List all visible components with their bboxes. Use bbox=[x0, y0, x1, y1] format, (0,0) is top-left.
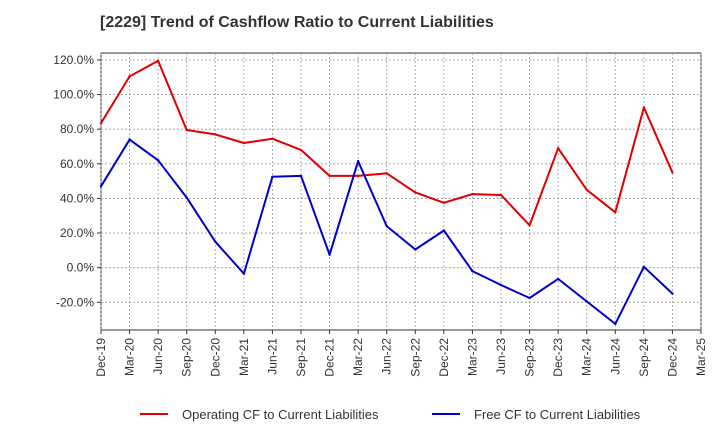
x-tick-label: Mar-23 bbox=[465, 338, 479, 376]
data-point bbox=[614, 211, 617, 214]
x-tick-label: Sep-22 bbox=[408, 338, 422, 377]
x-tick-label: Jun-24 bbox=[608, 338, 622, 375]
data-point bbox=[528, 224, 531, 227]
data-point bbox=[499, 193, 503, 197]
y-tick-label: 20.0% bbox=[60, 226, 94, 240]
data-point bbox=[242, 141, 246, 145]
x-tick-label: Sep-24 bbox=[637, 338, 651, 377]
data-point bbox=[271, 137, 274, 140]
data-point bbox=[642, 265, 646, 269]
data-point bbox=[528, 296, 531, 300]
x-tick-label: Jun-20 bbox=[151, 338, 165, 375]
y-tick-label: 40.0% bbox=[60, 191, 94, 205]
data-point bbox=[614, 322, 617, 326]
data-point bbox=[471, 269, 474, 273]
x-tick-label: Dec-22 bbox=[437, 338, 451, 377]
data-point bbox=[585, 300, 588, 303]
x-tick-label: Jun-23 bbox=[494, 338, 508, 375]
legend-label: Operating CF to Current Liabilities bbox=[182, 407, 379, 422]
legend-label: Free CF to Current Liabilities bbox=[474, 407, 641, 422]
data-point bbox=[299, 148, 303, 152]
x-tick-label: Dec-20 bbox=[208, 338, 222, 377]
data-point bbox=[671, 171, 674, 174]
y-tick-label: 0.0% bbox=[67, 261, 95, 275]
data-point bbox=[356, 160, 360, 163]
x-tick-label: Sep-21 bbox=[294, 338, 308, 377]
data-point bbox=[214, 240, 217, 243]
data-point bbox=[642, 106, 646, 109]
data-point bbox=[156, 59, 160, 62]
data-point bbox=[156, 159, 160, 162]
data-point bbox=[242, 272, 246, 275]
data-point bbox=[414, 248, 417, 251]
y-tick-label: 100.0% bbox=[53, 88, 94, 102]
data-point bbox=[356, 174, 360, 178]
data-point bbox=[128, 138, 131, 141]
x-tick-label: Mar-22 bbox=[351, 338, 365, 376]
x-tick-label: Mar-25 bbox=[694, 338, 708, 376]
y-tick-label: 120.0% bbox=[53, 53, 94, 67]
data-point bbox=[471, 192, 474, 196]
x-tick-label: Mar-20 bbox=[123, 338, 137, 376]
x-tick-label: Dec-24 bbox=[665, 338, 679, 377]
x-tick-label: Dec-21 bbox=[323, 338, 337, 377]
chart-title: [2229] Trend of Cashflow Ratio to Curren… bbox=[100, 14, 494, 31]
data-point bbox=[556, 147, 560, 150]
data-point bbox=[414, 191, 417, 194]
data-point bbox=[556, 277, 560, 281]
series-line-free-cf bbox=[100, 138, 674, 325]
data-point bbox=[585, 188, 588, 191]
x-tick-label: Jun-22 bbox=[380, 338, 394, 375]
data-point bbox=[99, 185, 103, 188]
data-point bbox=[499, 283, 503, 287]
x-tick-label: Mar-21 bbox=[237, 338, 251, 376]
x-tick-label: Jun-21 bbox=[265, 338, 279, 375]
x-tick-label: Sep-23 bbox=[523, 338, 537, 377]
data-point bbox=[385, 224, 388, 228]
data-point bbox=[328, 253, 331, 256]
data-point bbox=[442, 229, 446, 232]
data-point bbox=[128, 75, 131, 78]
x-tick-label: Dec-19 bbox=[94, 338, 108, 377]
data-point bbox=[385, 172, 388, 175]
data-point bbox=[271, 175, 274, 178]
data-point bbox=[99, 121, 103, 125]
data-point bbox=[671, 292, 674, 295]
data-point bbox=[185, 196, 188, 199]
data-point bbox=[328, 174, 331, 178]
data-point bbox=[299, 174, 303, 178]
data-point bbox=[185, 128, 188, 132]
data-point bbox=[442, 201, 446, 204]
plot-frame bbox=[100, 52, 702, 331]
x-tick-label: Mar-24 bbox=[580, 338, 594, 376]
y-tick-label: 60.0% bbox=[60, 157, 94, 171]
x-tick-label: Sep-20 bbox=[180, 338, 194, 377]
x-tick-label: Dec-23 bbox=[551, 338, 565, 377]
y-tick-label: -20.0% bbox=[56, 295, 94, 309]
data-point bbox=[214, 133, 217, 136]
y-tick-label: 80.0% bbox=[60, 122, 94, 136]
